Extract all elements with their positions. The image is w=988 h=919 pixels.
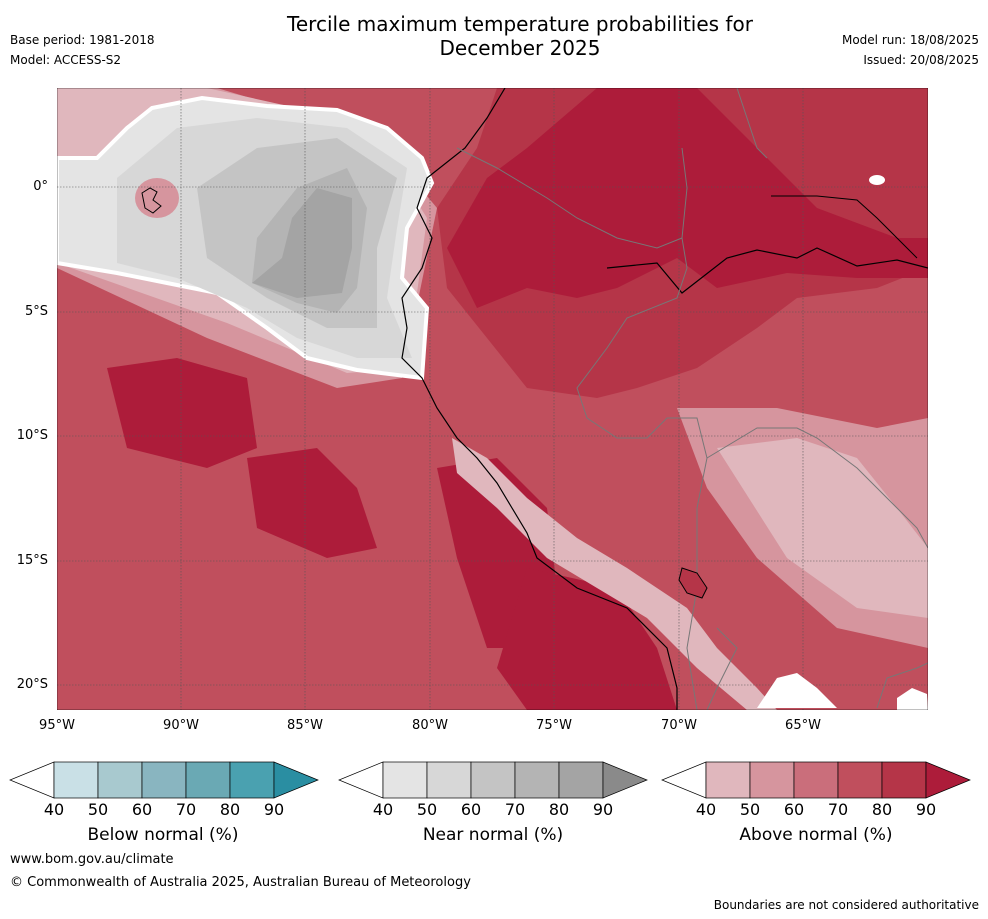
lake-titicaca	[678, 567, 708, 599]
above-low-extension	[661, 761, 707, 799]
above-tick-label: 60	[783, 800, 805, 819]
below-tick-label: 40	[43, 800, 65, 819]
colorbar-near	[338, 761, 648, 799]
near-tick-label: 40	[372, 800, 394, 819]
above-swatch-80	[881, 761, 927, 799]
below-tick-label: 50	[87, 800, 109, 819]
below-tick-label: 90	[263, 800, 285, 819]
below-swatch-60	[141, 761, 187, 799]
near-tick-label: 90	[592, 800, 614, 819]
above-high-extension	[925, 761, 971, 799]
lon-label-65w: 65°W	[785, 718, 821, 733]
lon-label-85w: 85°W	[287, 718, 323, 733]
near-tick-label: 70	[504, 800, 526, 819]
near-swatch-70	[514, 761, 560, 799]
website-link[interactable]: www.bom.gov.au/climate	[10, 852, 174, 867]
above-tick-label: 90	[915, 800, 937, 819]
near-low-extension	[338, 761, 384, 799]
lat-label-5s: 5°S	[24, 304, 48, 319]
graticule	[57, 88, 928, 710]
above-swatch-60	[793, 761, 839, 799]
model-run: Model run: 18/08/2025	[841, 33, 979, 47]
title-line-1: Tercile maximum temperature probabilitie…	[287, 12, 753, 36]
lat-label-10s: 10°S	[16, 428, 48, 443]
above-90-offshore-2	[247, 448, 377, 558]
near-80-region	[252, 188, 352, 298]
below-high-extension	[273, 761, 319, 799]
lat-label-0: 0°	[33, 179, 48, 194]
coastal-strip	[452, 438, 777, 710]
above-tick-label: 40	[695, 800, 717, 819]
colorbar-below	[9, 761, 319, 799]
copyright-text: © Commonwealth of Australia 2025, Austra…	[10, 875, 471, 890]
lon-label-95w: 95°W	[39, 718, 75, 733]
below-swatch-80	[229, 761, 275, 799]
coastline	[401, 88, 678, 710]
map-title: Tercile maximum temperature probabilitie…	[200, 12, 840, 60]
white-patch-south	[757, 673, 837, 708]
above-swatch-70	[837, 761, 883, 799]
river-north	[771, 195, 918, 259]
above-swatch-40	[705, 761, 751, 799]
amazon-river	[606, 247, 928, 294]
lon-label-75w: 75°W	[536, 718, 572, 733]
lat-label-15s: 15°S	[16, 553, 48, 568]
above-normal-label: Above normal (%)	[739, 825, 893, 845]
near-swatch-60	[470, 761, 516, 799]
above-90-offshore-4	[497, 568, 677, 710]
galapagos-outline	[141, 187, 162, 214]
above-tick-label: 80	[871, 800, 893, 819]
near-swatch-50	[426, 761, 472, 799]
near-high-extension	[602, 761, 648, 799]
above-tick-label: 70	[827, 800, 849, 819]
country-borders	[456, 88, 928, 710]
below-swatch-40	[53, 761, 99, 799]
near-tick-label: 60	[460, 800, 482, 819]
issued-date: Issued: 20/08/2025	[863, 53, 979, 67]
meta-left: Base period: 1981-2018 Model: ACCESS-S2	[10, 30, 155, 70]
white-patch-southeast	[897, 688, 928, 710]
above-tick-label: 50	[739, 800, 761, 819]
colorbar-above	[661, 761, 971, 799]
below-swatch-50	[97, 761, 143, 799]
base-period: Base period: 1981-2018	[10, 33, 155, 47]
title-line-2: December 2025	[439, 36, 601, 60]
near-swatch-80	[558, 761, 604, 799]
below-tick-label: 80	[219, 800, 241, 819]
below-low-extension	[9, 761, 55, 799]
above-90-offshore-1	[107, 358, 257, 468]
lon-label-80w: 80°W	[412, 718, 448, 733]
below-tick-label: 70	[175, 800, 197, 819]
near-tick-label: 80	[548, 800, 570, 819]
near-tick-label: 50	[416, 800, 438, 819]
colorbars	[9, 761, 971, 799]
lon-label-70w: 70°W	[661, 718, 697, 733]
meta-right: Model run: 18/08/2025 Issued: 20/08/2025	[842, 30, 979, 70]
near-normal-label: Near normal (%)	[422, 825, 564, 845]
probability-map	[57, 88, 928, 710]
lon-label-90w: 90°W	[163, 718, 199, 733]
lat-label-20s: 20°S	[16, 677, 48, 692]
above-swatch-50	[749, 761, 795, 799]
model-name: Model: ACCESS-S2	[10, 53, 122, 67]
above-40-southeast	[717, 438, 928, 618]
white-patch-north	[869, 175, 885, 185]
below-normal-label: Below normal (%)	[87, 825, 239, 845]
below-swatch-70	[185, 761, 231, 799]
disclaimer-text: Boundaries are not considered authoritat…	[713, 898, 979, 912]
near-swatch-40	[382, 761, 428, 799]
below-tick-label: 60	[131, 800, 153, 819]
galapagos-patch	[135, 178, 179, 218]
